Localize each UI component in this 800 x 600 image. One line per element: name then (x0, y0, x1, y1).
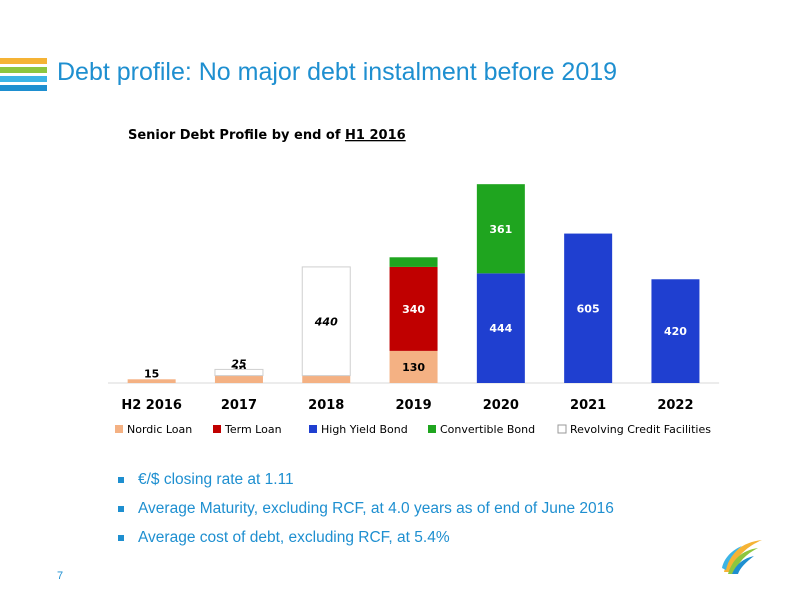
legend-label: Convertible Bond (440, 423, 535, 436)
bar-value-label: 440 (314, 315, 338, 328)
bar-value-label: 25 (231, 357, 247, 370)
bar-value-label: 444 (489, 322, 512, 335)
bar-segment (564, 233, 613, 383)
slide-title: Debt profile: No major debt instalment b… (57, 58, 618, 86)
stripe-blue (0, 85, 47, 91)
bar-value-label: 605 (577, 302, 600, 315)
bar-segment (214, 375, 263, 383)
bar-value-label: 340 (402, 303, 425, 316)
x-tick-label: 2019 (395, 398, 431, 413)
stripe-light-blue (0, 76, 47, 82)
bar-value-label: 361 (489, 223, 512, 236)
legend-swatch (309, 425, 317, 433)
bullet-square-icon (118, 477, 124, 483)
stripe-orange (0, 58, 47, 64)
debt-profile-chart: Senior Debt Profile by end of H1 2016 15 H… (100, 120, 750, 450)
bullet-square-icon (118, 535, 124, 541)
chart-title-prefix: Senior Debt Profile by end of (128, 128, 345, 143)
bar-segment (389, 350, 438, 383)
bar-segment (476, 184, 525, 274)
page-number: 7 (57, 570, 64, 582)
legend-label: High Yield Bond (321, 423, 408, 436)
bar-value-label: 39 (406, 245, 421, 258)
chart-svg: Senior Debt Profile by end of H1 2016 15 H… (108, 128, 720, 436)
bar-value-label: 130 (402, 361, 425, 374)
bar-segment (389, 257, 438, 267)
bullet-text: €/$ closing rate at 1.11 (138, 471, 294, 488)
bar-segment (301, 266, 351, 377)
bar-value-label: 420 (664, 325, 687, 338)
x-tick-label: 2021 (570, 398, 606, 413)
legend-label: Nordic Loan (127, 423, 192, 436)
chart-title: Senior Debt Profile by end of H1 2016 (128, 128, 406, 143)
x-tick-label: H2 2016 (121, 398, 182, 413)
bullet-item: Average cost of debt, excluding RCF, at … (118, 528, 614, 557)
bar-value-label: 15 (144, 367, 159, 380)
bullet-square-icon (118, 506, 124, 512)
legend-label: Term Loan (224, 423, 282, 436)
chart-title-underlined: H1 2016 (345, 128, 406, 143)
legend-swatch (428, 425, 436, 433)
bar-segment (389, 266, 438, 351)
bar-segment (214, 368, 264, 377)
legend-swatch (557, 424, 567, 434)
bar-segment (302, 375, 351, 383)
legend-label: Revolving Credit Facilities (570, 423, 711, 436)
bullet-text: Average cost of debt, excluding RCF, at … (138, 529, 450, 546)
x-tick-label: 2017 (221, 398, 257, 413)
bullet-item: Average Maturity, excluding RCF, at 4.0 … (118, 499, 614, 528)
stripe-green (0, 67, 47, 73)
company-logo-icon (722, 540, 762, 574)
x-tick-label: 2022 (657, 398, 693, 413)
bar-segment (127, 379, 176, 383)
legend-swatch (115, 425, 123, 433)
bullet-text: Average Maturity, excluding RCF, at 4.0 … (138, 500, 614, 517)
bar-segment (651, 279, 700, 383)
title-stripes (0, 58, 47, 94)
bullet-list: €/$ closing rate at 1.11 Average Maturit… (118, 470, 614, 557)
bar-segment (476, 273, 525, 383)
x-tick-label: 2018 (308, 398, 344, 413)
legend-swatch (213, 425, 221, 433)
x-tick-label: 2020 (483, 398, 519, 413)
bullet-item: €/$ closing rate at 1.11 (118, 470, 614, 499)
